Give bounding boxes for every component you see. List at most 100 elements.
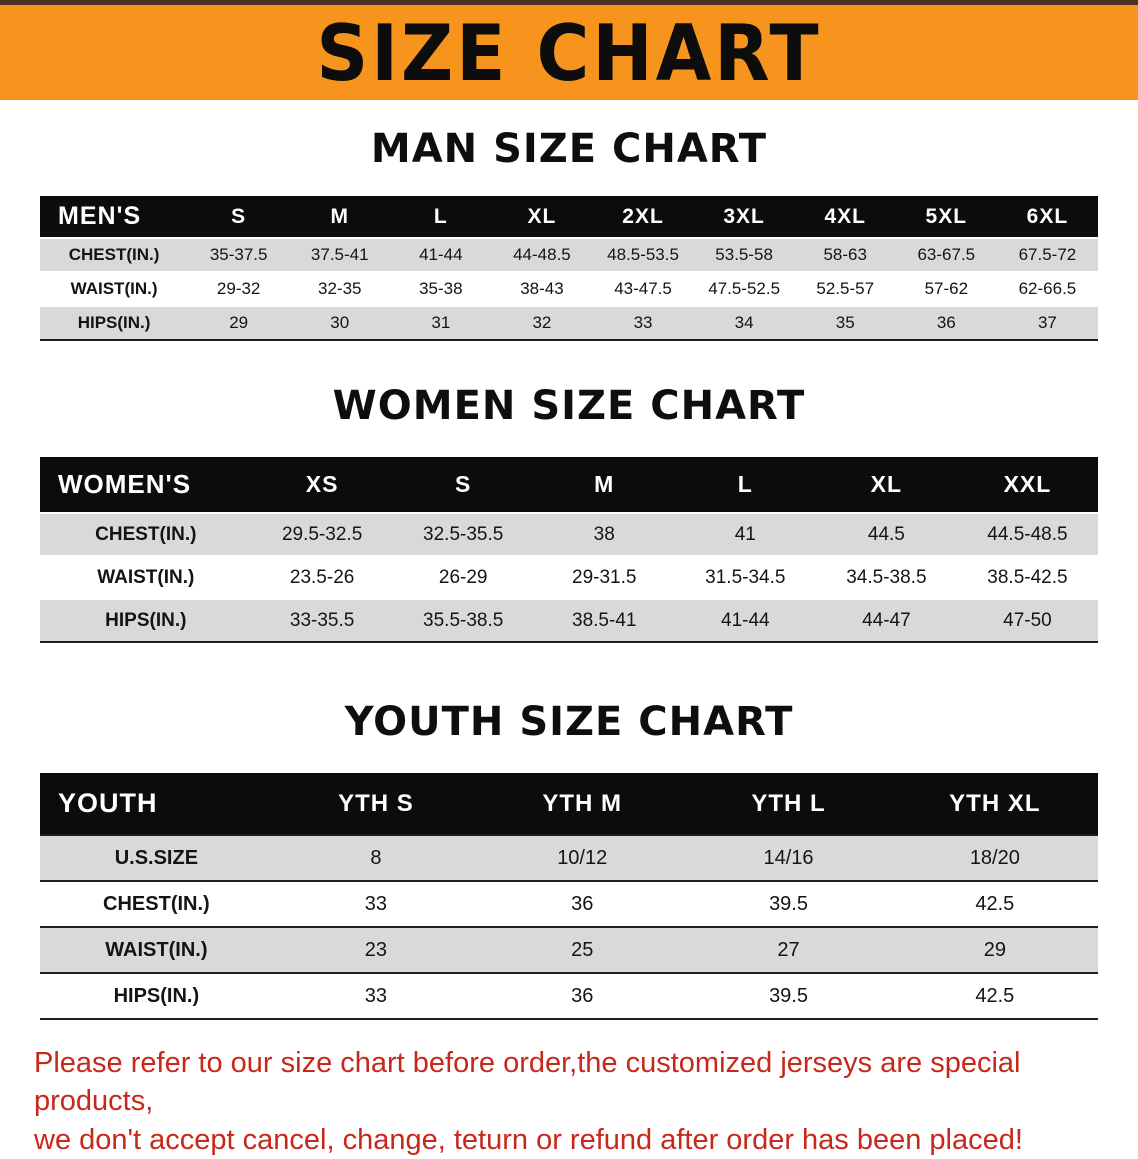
order-disclaimer: Please refer to our size chart before or… <box>0 1044 1138 1159</box>
value-cell: 33-35.5 <box>289 609 355 631</box>
value-cell: 29-31.5 <box>572 566 637 588</box>
value-cell: 34 <box>734 313 754 332</box>
value-cell: 44-47 <box>862 609 911 631</box>
men-table-body: CHEST(IN.) 35-37.5 37.5-41 41-44 44-48.5 48.5… <box>40 238 1098 340</box>
women-size-table: WOMEN'S XS S M L XL XXL CHEST(IN.) 29.5-32.5 32.… <box>40 457 1098 643</box>
column-header-cell: 4XL <box>794 196 896 238</box>
value-cell: 42.5 <box>975 984 1015 1007</box>
row-label-cell: WAIST(IN.) <box>105 938 208 961</box>
value-cell: 25 <box>571 938 594 961</box>
value-cell: 41-44 <box>419 245 463 264</box>
men-table-header: MEN'S S M L XL 2XL 3XL 4XL 5XL 6XL <box>40 196 1098 238</box>
row-label-cell: HIPS(IN.) <box>113 984 200 1007</box>
disclaimer-line-2: we don't accept cancel, change, teturn o… <box>34 1123 1023 1156</box>
header-row: WOMEN'S XS S M L XL XXL <box>40 457 1098 513</box>
value-cell: 14/16 <box>763 846 814 869</box>
column-header-cell: M <box>289 196 391 238</box>
column-header-cell: L <box>390 196 492 238</box>
header-row: MEN'S S M L XL 2XL 3XL 4XL 5XL 6XL <box>40 196 1098 238</box>
row-label-cell: WAIST(IN.) <box>97 566 195 588</box>
men-size-table: MEN'S S M L XL 2XL 3XL 4XL 5XL 6XL CHEST(IN.) 35-3… <box>40 196 1098 341</box>
row-label-cell: U.S.SIZE <box>114 846 199 869</box>
table-title-cell: MEN'S <box>40 196 189 238</box>
table-row: HIPS(IN.) 29 30 31 32 33 34 35 36 37 <box>40 306 1098 340</box>
value-cell: 32 <box>532 313 552 332</box>
value-cell: 35 <box>835 313 855 332</box>
column-header-cell: S <box>392 457 534 513</box>
row-label-cell: CHEST(IN.) <box>103 892 210 915</box>
banner-title: SIZE CHART <box>316 7 822 98</box>
column-header-cell: XS <box>251 457 393 513</box>
value-cell: 37.5-41 <box>310 245 369 264</box>
row-label-cell: CHEST(IN.) <box>95 523 197 545</box>
value-cell: 31 <box>431 313 451 332</box>
value-cell: 35.5-38.5 <box>423 609 504 631</box>
men-section-heading: MAN SIZE CHART <box>370 126 768 172</box>
value-cell: 32-35 <box>318 279 362 298</box>
value-cell: 18/20 <box>969 846 1020 869</box>
value-cell: 29 <box>983 938 1006 961</box>
column-header-cell: YTH S <box>272 773 480 835</box>
column-header-cell: XL <box>491 196 593 238</box>
value-cell: 10/12 <box>557 846 608 869</box>
table-row: U.S.SIZE 8 10/12 14/16 18/20 <box>40 835 1098 881</box>
women-table-header: WOMEN'S XS S M L XL XXL <box>40 457 1098 513</box>
value-cell: 27 <box>777 938 800 961</box>
youth-table-header: YOUTH YTH S YTH M YTH L YTH XL <box>40 773 1098 835</box>
column-header-cell: XXL <box>956 457 1098 513</box>
value-cell: 53.5-58 <box>715 245 773 264</box>
value-cell: 44-48.5 <box>513 245 571 264</box>
column-header-cell: 5XL <box>895 196 997 238</box>
women-table-body: CHEST(IN.) 29.5-32.5 32.5-35.5 38 41 44.5 44.5… <box>40 513 1098 642</box>
table-row: WAIST(IN.) 23 25 27 29 <box>40 927 1098 973</box>
value-cell: 29 <box>229 313 249 332</box>
value-cell: 31.5-34.5 <box>705 566 786 588</box>
row-label-cell: HIPS(IN.) <box>77 313 151 332</box>
value-cell: 38 <box>593 523 615 545</box>
column-header-cell: 2XL <box>592 196 694 238</box>
value-cell: 36 <box>571 892 594 915</box>
value-cell: 8 <box>370 846 382 869</box>
value-cell: 38-43 <box>520 279 564 298</box>
value-cell: 38.5-41 <box>572 609 637 631</box>
column-header-cell: M <box>533 457 675 513</box>
table-row: WAIST(IN.) 23.5-26 26-29 29-31.5 31.5-34.5 34… <box>40 556 1098 599</box>
column-header-cell: L <box>674 457 816 513</box>
table-row: CHEST(IN.) 35-37.5 37.5-41 41-44 44-48.5 48.5… <box>40 238 1098 272</box>
column-header-cell: YTH L <box>685 773 892 835</box>
men-size-chart-section: MAN SIZE CHART MEN'S S M L XL 2XL 3XL 4XL 5XL 6XL… <box>0 126 1138 341</box>
size-chart-banner: SIZE CHART <box>0 0 1138 100</box>
value-cell: 52.5-57 <box>816 279 875 298</box>
value-cell: 36 <box>571 984 594 1007</box>
youth-size-table: YOUTH YTH S YTH M YTH L YTH XL U.S.SIZE 8 10/1… <box>40 773 1098 1020</box>
value-cell: 36 <box>936 313 956 332</box>
table-row: CHEST(IN.) 29.5-32.5 32.5-35.5 38 41 44.5 44.5… <box>40 513 1098 556</box>
table-row: HIPS(IN.) 33-35.5 35.5-38.5 38.5-41 41-44 44-… <box>40 599 1098 642</box>
women-section-heading: WOMEN SIZE CHART <box>332 383 806 429</box>
value-cell: 39.5 <box>769 892 808 915</box>
value-cell: 44.5-48.5 <box>987 523 1068 545</box>
women-size-chart-section: WOMEN SIZE CHART WOMEN'S XS S M L XL XXL CHEST… <box>0 383 1138 643</box>
table-row: HIPS(IN.) 33 36 39.5 42.5 <box>40 973 1098 1019</box>
table-row: WAIST(IN.) 29-32 32-35 35-38 38-43 43-47.5 47.… <box>40 272 1098 306</box>
value-cell: 57-62 <box>924 279 969 298</box>
value-cell: 26-29 <box>438 566 488 588</box>
value-cell: 30 <box>330 313 350 332</box>
value-cell: 41 <box>734 523 756 545</box>
youth-size-chart-section: YOUTH SIZE CHART YOUTH YTH S YTH M YTH L YTH… <box>0 699 1138 1020</box>
value-cell: 48.5-53.5 <box>607 245 679 264</box>
youth-table-body: U.S.SIZE 8 10/12 14/16 18/20 CHEST(IN.) 33 36 39… <box>40 835 1098 1019</box>
value-cell: 35-38 <box>419 279 463 298</box>
value-cell: 38.5-42.5 <box>987 566 1068 588</box>
row-label-cell: CHEST(IN.) <box>68 245 160 264</box>
column-header-cell: YTH M <box>479 773 686 835</box>
value-cell: 33 <box>364 892 388 915</box>
table-title-cell: YOUTH <box>40 773 273 835</box>
column-header-cell: YTH XL <box>891 773 1098 835</box>
value-cell: 23.5-26 <box>289 566 355 588</box>
value-cell: 33 <box>364 984 388 1007</box>
value-cell: 39.5 <box>769 984 808 1007</box>
value-cell: 29.5-32.5 <box>281 523 363 545</box>
column-header-cell: 6XL <box>996 196 1098 238</box>
row-label-cell: WAIST(IN.) <box>70 279 158 298</box>
